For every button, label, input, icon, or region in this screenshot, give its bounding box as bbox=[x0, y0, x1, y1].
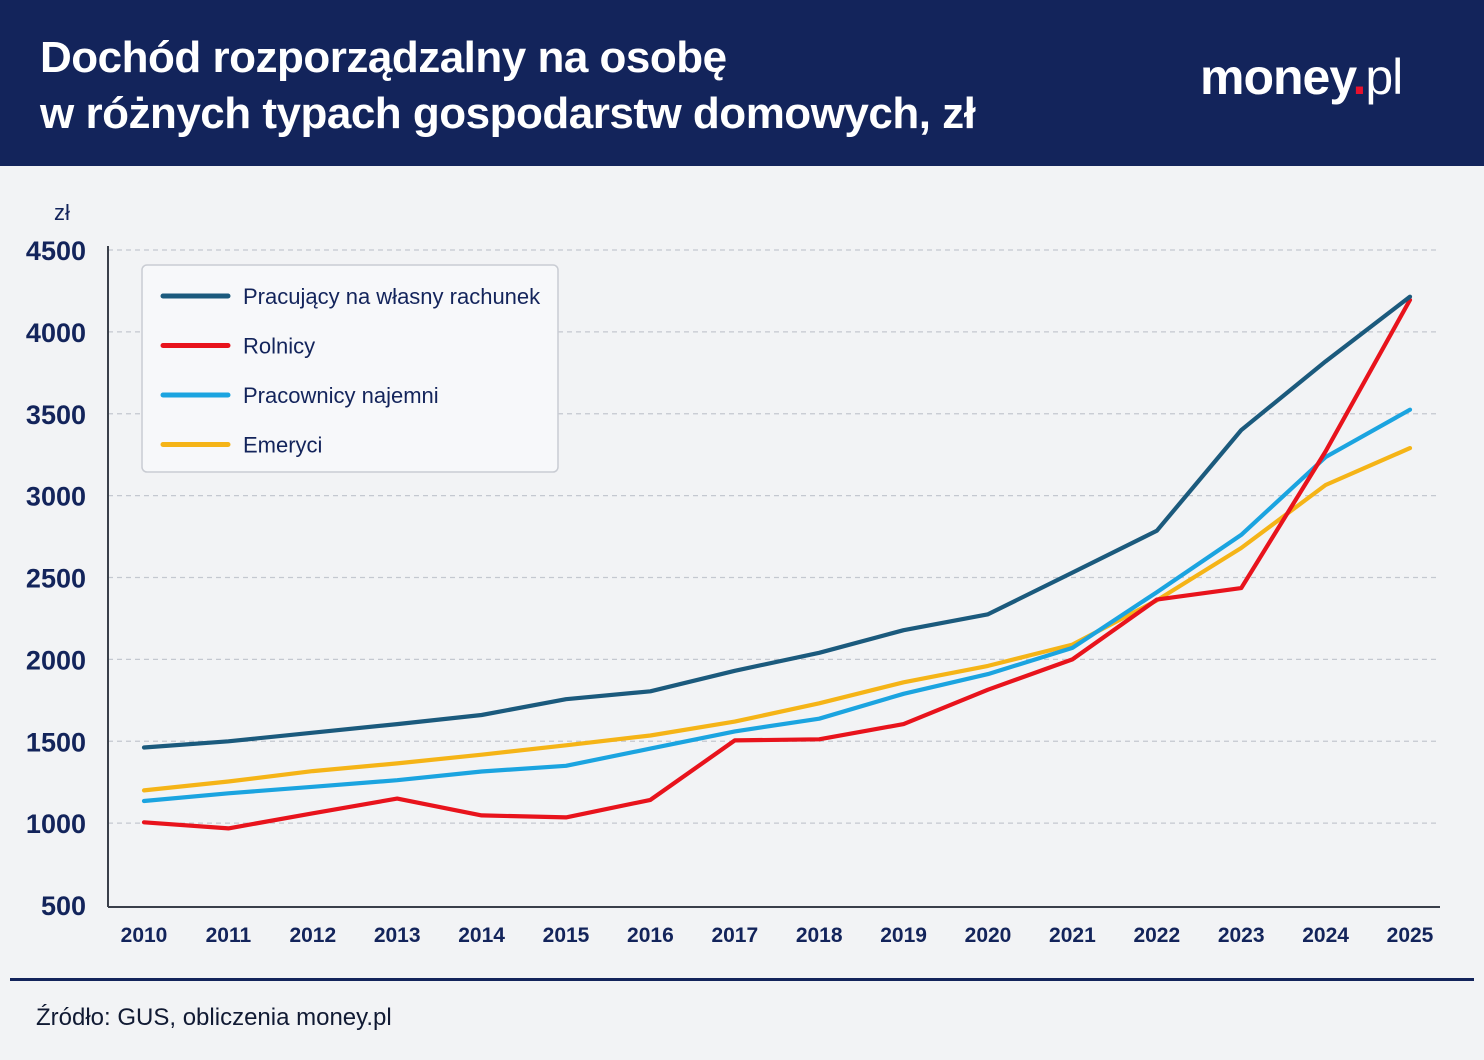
header-banner: Dochód rozporządzalny na osobę w różnych… bbox=[0, 0, 1484, 166]
legend-label: Pracujący na własny rachunek bbox=[243, 284, 541, 309]
y-tick-label: 4000 bbox=[26, 318, 86, 348]
x-tick-label: 2013 bbox=[374, 924, 421, 947]
y-tick-label: 2500 bbox=[26, 564, 86, 594]
x-tick-label: 2010 bbox=[121, 924, 168, 947]
x-tick-label: 2022 bbox=[1133, 924, 1180, 947]
x-axis-ticks: 2010 2011 2012 2013 2014 2015 2016 2017 2018 2019… bbox=[121, 924, 1434, 947]
series-line-1 bbox=[141, 294, 1413, 750]
brand-logo: money.pl bbox=[1200, 49, 1403, 105]
y-tick-label: 3000 bbox=[26, 482, 86, 512]
x-tick-label: 2019 bbox=[880, 924, 927, 947]
brand-logo-dot: . bbox=[1352, 49, 1366, 105]
y-tick-label: 1000 bbox=[26, 809, 86, 839]
source-note: Źródło: GUS, obliczenia money.pl bbox=[36, 1004, 392, 1031]
line-chart: 500 1000 1500 2000 2500 3000 3500 4000 4500 zł 20… bbox=[26, 200, 1440, 947]
legend-label: Pracownicy najemni bbox=[243, 383, 439, 408]
y-axis-ticks: 500 1000 1500 2000 2500 3000 3500 4000 4500 zł bbox=[26, 200, 86, 921]
series-line-2 bbox=[141, 297, 1413, 831]
legend-box bbox=[141, 264, 559, 473]
x-tick-label: 2021 bbox=[1049, 924, 1096, 947]
axes bbox=[107, 246, 1440, 908]
y-tick-label: 3500 bbox=[26, 400, 86, 430]
legend: Pracujący na własny rachunek Rolnicy Praco… bbox=[141, 264, 559, 473]
legend-label: Emeryci bbox=[243, 433, 322, 458]
x-tick-label: 2023 bbox=[1218, 924, 1265, 947]
x-tick-label: 2012 bbox=[289, 924, 336, 947]
y-tick-label: 2000 bbox=[26, 645, 86, 675]
y-tick-label: 500 bbox=[41, 891, 86, 921]
series-line-4 bbox=[141, 446, 1413, 793]
chart-title-line-2: w różnych typach gospodarstw domowych, z… bbox=[40, 89, 976, 138]
legend-label: Rolnicy bbox=[243, 334, 315, 359]
brand-logo-tld: pl bbox=[1365, 49, 1403, 105]
x-tick-label: 2025 bbox=[1387, 924, 1434, 947]
brand-logo-name: money bbox=[1200, 49, 1353, 105]
x-tick-label: 2018 bbox=[796, 924, 843, 947]
chart-title-line-1: Dochód rozporządzalny na osobę bbox=[40, 33, 727, 82]
footer-divider bbox=[10, 978, 1474, 981]
x-tick-label: 2016 bbox=[627, 924, 674, 947]
x-tick-label: 2014 bbox=[458, 924, 505, 947]
x-tick-label: 2015 bbox=[543, 924, 590, 947]
y-axis-unit-label: zł bbox=[54, 200, 70, 225]
x-tick-label: 2024 bbox=[1302, 924, 1349, 947]
x-tick-label: 2011 bbox=[206, 924, 252, 947]
x-tick-label: 2020 bbox=[965, 924, 1012, 947]
series-line-3 bbox=[141, 407, 1413, 804]
y-tick-label: 1500 bbox=[26, 727, 86, 757]
y-tick-label: 4500 bbox=[26, 236, 86, 266]
x-tick-label: 2017 bbox=[711, 924, 758, 947]
series-lines bbox=[141, 294, 1413, 831]
